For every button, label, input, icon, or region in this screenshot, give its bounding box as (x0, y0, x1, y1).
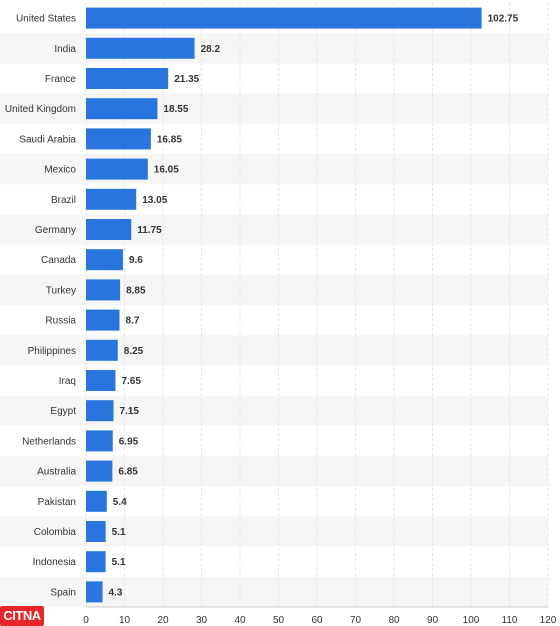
value-label: 8.7 (125, 316, 139, 327)
category-label: Indonesia (33, 557, 77, 568)
value-label: 102.75 (488, 14, 519, 25)
category-label: United Kingdom (5, 104, 76, 115)
category-label: Egypt (50, 406, 76, 417)
x-tick-label: 80 (388, 615, 400, 626)
value-label: 6.85 (118, 467, 138, 478)
row-stripe (0, 33, 548, 64)
row-stripe (0, 93, 548, 124)
x-tick-label: 10 (119, 615, 131, 626)
brand-logo: CITNA (0, 606, 44, 626)
category-label: India (54, 44, 76, 55)
x-tick-label: 40 (234, 615, 246, 626)
logo-text: CITNA (3, 608, 41, 623)
x-tick-label: 0 (83, 615, 89, 626)
category-label: Pakistan (38, 497, 76, 508)
x-tick-label: 120 (540, 615, 557, 626)
value-label: 13.05 (142, 195, 167, 206)
value-label: 8.25 (124, 346, 144, 357)
row-stripe (0, 395, 548, 426)
category-label: Russia (45, 316, 76, 327)
category-label: Saudi Arabia (19, 134, 76, 145)
bar-australia (86, 460, 113, 482)
row-stripe (0, 214, 548, 245)
value-label: 8.85 (126, 285, 146, 296)
value-label: 4.3 (109, 587, 123, 598)
value-label: 7.65 (121, 376, 141, 387)
row-stripe (0, 274, 548, 305)
bar-india (86, 37, 195, 59)
bar-netherlands (86, 430, 113, 452)
bar-russia (86, 309, 120, 331)
value-label: 28.2 (201, 44, 221, 55)
value-label: 11.75 (137, 225, 162, 236)
bar-brazil (86, 188, 137, 210)
x-tick-label: 30 (196, 615, 208, 626)
category-label: Spain (50, 587, 76, 598)
x-tick-label: 90 (427, 615, 439, 626)
row-stripe (0, 456, 548, 487)
x-tick-label: 110 (502, 615, 518, 626)
category-label: France (45, 74, 77, 85)
bar-pakistan (86, 490, 107, 512)
row-stripe (0, 335, 548, 366)
category-label: Netherlands (22, 436, 76, 447)
value-label: 16.85 (157, 134, 182, 145)
category-label: Germany (35, 225, 76, 236)
x-tick-label: 20 (157, 615, 169, 626)
row-stripe (0, 154, 548, 185)
gridlines (85, 3, 549, 608)
value-label: 16.05 (154, 165, 179, 176)
value-label: 18.55 (163, 104, 188, 115)
bar-philippines (86, 339, 118, 361)
bar-united-states (86, 7, 482, 29)
category-label: Iraq (59, 376, 76, 387)
value-label: 21.35 (174, 74, 199, 85)
value-label: 7.15 (120, 406, 140, 417)
bars (86, 7, 482, 603)
bar-iraq (86, 370, 116, 391)
value-label: 9.6 (129, 255, 143, 266)
bar-france (86, 68, 169, 89)
category-label: Brazil (51, 195, 76, 206)
bar-turkey (86, 279, 121, 301)
bar-united-kingdom (86, 98, 158, 120)
category-label: Colombia (34, 527, 77, 538)
value-label: 6.95 (119, 436, 139, 447)
category-label: United States (16, 14, 76, 25)
bar-colombia (86, 521, 106, 542)
category-labels: United States India France United Kingdom Sa… (5, 14, 77, 599)
x-tick-label: 60 (311, 615, 323, 626)
category-label: Turkey (46, 285, 76, 296)
category-label: Australia (37, 467, 76, 478)
category-label: Canada (41, 255, 76, 266)
bar-mexico (86, 158, 148, 180)
bar-spain (86, 581, 103, 603)
value-label: 5.4 (113, 497, 127, 508)
x-axis-ticks: 0 10 20 30 40 50 60 70 80 90 100 110 120 (83, 615, 557, 626)
value-label: 5.1 (112, 557, 126, 568)
x-tick-label: 100 (463, 615, 480, 626)
category-label: Philippines (28, 346, 76, 357)
value-label: 5.1 (112, 527, 126, 538)
row-stripe (0, 516, 548, 547)
value-labels: 102.75 28.2 21.35 18.55 16.85 16.05 13.05 11.75… (109, 14, 519, 599)
bar-canada (86, 249, 123, 271)
row-stripe (0, 576, 548, 607)
bar-indonesia (86, 551, 106, 573)
bar-saudi-arabia (86, 128, 151, 150)
category-label: Mexico (44, 165, 76, 176)
x-tick-label: 50 (273, 615, 285, 626)
bar-germany (86, 219, 132, 240)
row-stripes (0, 33, 548, 607)
bar-egypt (86, 400, 114, 422)
x-tick-label: 70 (350, 615, 362, 626)
